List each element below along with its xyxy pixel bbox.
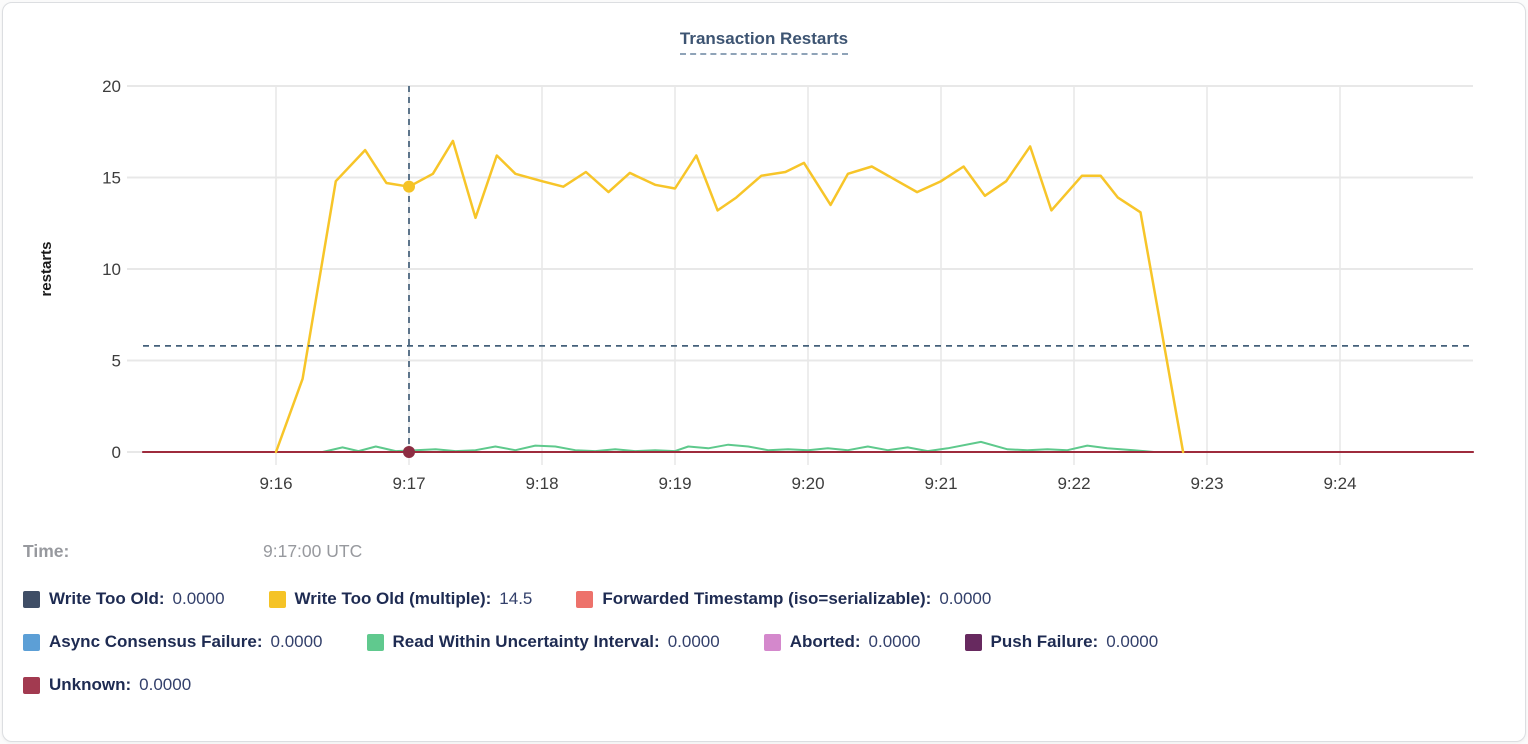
y-axis-tick-label: 0 bbox=[112, 443, 121, 462]
y-axis-title: restarts bbox=[38, 241, 55, 296]
legend-swatch-icon bbox=[366, 633, 384, 651]
legend-swatch-icon bbox=[763, 633, 781, 651]
legend: Write Too Old: 0.0000 Write Too Old (multi… bbox=[23, 589, 1495, 695]
legend-item: Forwarded Timestamp (iso=serializable): 0… bbox=[576, 589, 991, 609]
chart-title[interactable]: Transaction Restarts bbox=[679, 29, 849, 55]
y-axis-tick-label: 10 bbox=[102, 260, 121, 279]
legend-item: Async Consensus Failure: 0.0000 bbox=[23, 632, 323, 652]
legend-series-value: 0.0000 bbox=[172, 589, 225, 608]
x-axis-tick-label: 9:16 bbox=[259, 474, 292, 493]
legend-series-label: Write Too Old (multiple): bbox=[294, 589, 492, 608]
series-line bbox=[274, 139, 1185, 454]
chart-title-wrap: Transaction Restarts bbox=[3, 29, 1525, 55]
legend-series-value: 0.0000 bbox=[667, 632, 720, 651]
legend-row: Async Consensus Failure: 0.0000 Read Withi… bbox=[23, 632, 1495, 652]
legend-series-label: Push Failure: bbox=[990, 632, 1099, 651]
legend-series-value: 0.0000 bbox=[270, 632, 323, 651]
y-axis-tick-label: 15 bbox=[102, 169, 121, 188]
legend-item: Read Within Uncertainty Interval: 0.0000 bbox=[366, 632, 720, 652]
legend-swatch-icon bbox=[23, 676, 40, 694]
legend-series-label: Aborted: bbox=[789, 632, 861, 651]
legend-series-value: 14.5 bbox=[499, 589, 533, 608]
legend-row: Write Too Old: 0.0000 Write Too Old (multi… bbox=[23, 589, 1495, 609]
legend-series-label: Async Consensus Failure: bbox=[49, 632, 263, 651]
x-axis-tick-label: 9:21 bbox=[924, 474, 957, 493]
legend-series-value: 0.0000 bbox=[1106, 632, 1159, 651]
legend-series-value: 0.0000 bbox=[868, 632, 921, 651]
x-axis-tick-label: 9:23 bbox=[1190, 474, 1223, 493]
legend-item: Unknown: 0.0000 bbox=[23, 675, 191, 695]
hover-point-dot bbox=[403, 446, 415, 458]
legend-series-label: Forwarded Timestamp (iso=serializable): bbox=[602, 589, 932, 608]
hover-time-value: 9:17:00 UTC bbox=[263, 541, 363, 561]
x-axis-tick-label: 9:20 bbox=[791, 474, 824, 493]
hover-time-row: Time: 9:17:00 UTC bbox=[23, 541, 1495, 562]
legend-item: Write Too Old: 0.0000 bbox=[23, 589, 225, 609]
x-axis-tick-label: 9:24 bbox=[1323, 474, 1356, 493]
legend-item: Push Failure: 0.0000 bbox=[964, 632, 1159, 652]
y-axis-tick-label: 20 bbox=[102, 77, 121, 96]
x-axis-tick-label: 9:19 bbox=[658, 474, 691, 493]
series-line bbox=[321, 440, 1155, 453]
legend-swatch-icon bbox=[964, 633, 982, 651]
legend-series-label: Write Too Old: bbox=[49, 589, 165, 608]
x-axis-tick-label: 9:17 bbox=[392, 474, 425, 493]
legend-item: Write Too Old (multiple): 14.5 bbox=[268, 589, 533, 609]
legend-swatch-icon bbox=[268, 590, 286, 608]
legend-swatch-icon bbox=[576, 590, 594, 608]
legend-item: Aborted: 0.0000 bbox=[763, 632, 921, 652]
legend-series-value: 0.0000 bbox=[939, 589, 992, 608]
x-axis-tick-label: 9:22 bbox=[1057, 474, 1090, 493]
y-axis-tick-label: 5 bbox=[112, 352, 121, 371]
transaction-restarts-chart[interactable]: 0 5 10 15 20 9:16 9:17 9:18 9:19 9:20 9:21 9:22 9:23… bbox=[3, 3, 1526, 515]
hover-time-label: Time: bbox=[23, 541, 70, 561]
legend-series-label: Read Within Uncertainty Interval: bbox=[392, 632, 660, 651]
legend-swatch-icon bbox=[23, 633, 40, 651]
legend-row: Unknown: 0.0000 bbox=[23, 675, 1495, 695]
x-axis-tick-label: 9:18 bbox=[525, 474, 558, 493]
legend-series-value: 0.0000 bbox=[139, 675, 192, 694]
legend-series-label: Unknown: bbox=[49, 675, 132, 694]
legend-swatch-icon bbox=[23, 590, 40, 608]
hover-point-dot bbox=[403, 180, 415, 193]
